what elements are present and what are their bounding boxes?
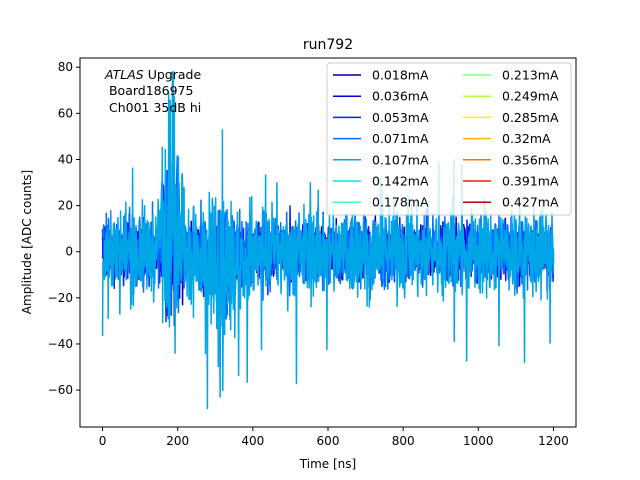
legend-items: 0.018mA 0.036mA 0.053mA 0.071mA 0.107mA 0.142… xyxy=(333,68,559,210)
legend: 0.018mA 0.036mA 0.053mA 0.071mA 0.107mA 0.142… xyxy=(326,62,572,216)
annotation-atlas: ATLAS xyxy=(104,67,144,82)
x-tick-label-1000: 1000 xyxy=(463,434,494,448)
y-tick-label-60: 60 xyxy=(58,106,73,120)
y-tick-label-0: 0 xyxy=(65,245,73,259)
legend-label-12: 0.391mA xyxy=(502,174,559,189)
legend-label-2: 0.053mA xyxy=(372,110,429,125)
y-tick-label-20: 20 xyxy=(58,199,73,213)
x-tick-label-400: 400 xyxy=(241,434,264,448)
y-tick-label--40: −40 xyxy=(48,337,73,351)
y-tick-label--20: −20 xyxy=(48,291,73,305)
legend-label-6: 0.178mA xyxy=(372,195,429,210)
y-tick-label--60: −60 xyxy=(48,383,73,397)
series-layer xyxy=(101,71,555,410)
legend-label-8: 0.249mA xyxy=(502,89,559,104)
series-line-4 xyxy=(101,71,555,410)
legend-label-7: 0.213mA xyxy=(502,68,559,83)
x-tick-label-200: 200 xyxy=(166,434,189,448)
legend-label-1: 0.036mA xyxy=(372,89,429,104)
annotation-channel: Ch001 35dB hi xyxy=(105,100,201,115)
legend-label-9: 0.285mA xyxy=(502,110,559,125)
legend-label-13: 0.427mA xyxy=(502,195,559,210)
legend-label-10: 0.32mA xyxy=(502,131,551,146)
legend-label-4: 0.107mA xyxy=(372,152,429,167)
y-axis-label: Amplitude [ADC counts] xyxy=(20,170,34,314)
x-tick-label-1200: 1200 xyxy=(538,434,569,448)
x-tick-label-0: 0 xyxy=(99,434,107,448)
ticks-layer: 0 200 400 600 800 1000 1200 −60 −40 −20 0 20 40 60 80 xyxy=(48,60,569,448)
legend-label-0: 0.018mA xyxy=(372,68,429,83)
legend-label-11: 0.356mA xyxy=(502,152,559,167)
annotation-board: Board186975 xyxy=(105,83,193,98)
y-tick-label-40: 40 xyxy=(58,152,73,166)
y-tick-label-80: 80 xyxy=(58,60,73,74)
legend-label-5: 0.142mA xyxy=(372,174,429,189)
legend-box xyxy=(326,62,572,216)
x-tick-label-800: 800 xyxy=(392,434,415,448)
chart-title: run792 xyxy=(303,37,353,53)
x-axis-label: Time [ns] xyxy=(299,457,356,471)
annotation-upgrade: Upgrade xyxy=(144,67,202,82)
annotation-atlas-line: ATLAS Upgrade xyxy=(104,67,201,82)
x-tick-label-600: 600 xyxy=(317,434,340,448)
legend-label-3: 0.071mA xyxy=(372,131,429,146)
